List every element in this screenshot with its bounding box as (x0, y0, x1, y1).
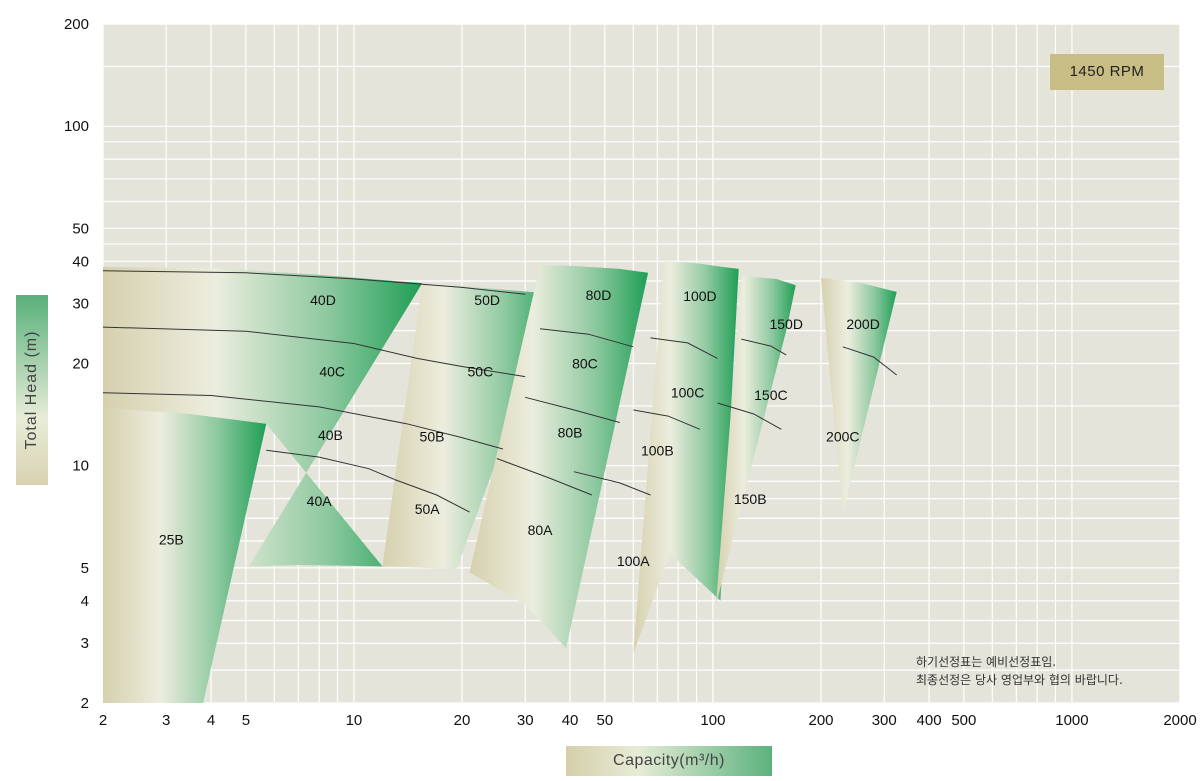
y-tick-label: 4 (81, 593, 89, 610)
zone-label-100B: 100B (641, 442, 674, 458)
boundary-curve-11 (650, 337, 718, 359)
region-50 (382, 283, 558, 570)
boundary-curve-2 (417, 357, 526, 378)
y-tick-label: 100 (64, 118, 89, 135)
boundary-curve-6 (394, 479, 470, 513)
boundary-curve-8 (525, 396, 620, 423)
zone-label-25B: 25B (159, 532, 184, 548)
y-tick-label: 40 (72, 253, 89, 270)
y-tick-label: 10 (72, 458, 89, 475)
boundary-curve-13 (741, 338, 787, 356)
x-tick-label: 300 (872, 712, 897, 729)
y-axis-title-box: Total Head (m) (10, 295, 50, 485)
zone-label-80A: 80A (528, 522, 554, 538)
zone-label-100C: 100C (671, 384, 704, 400)
boundary-curve-14 (717, 402, 782, 430)
boundary-curve-7 (540, 328, 634, 348)
boundary-curve-1 (102, 326, 418, 359)
zone-label-100A: 100A (617, 553, 650, 569)
boundary-curve-12 (633, 409, 701, 430)
y-tick-label: 2 (81, 695, 89, 712)
boundary-curve-4 (406, 423, 504, 450)
x-axis-title: Capacity(m³/h) (566, 746, 772, 776)
y-axis-ticks: 2 3 4 5 10 20 30 40 50 100 200 (64, 16, 89, 712)
zone-label-40D: 40D (310, 292, 336, 308)
boundary-curve-0 (102, 270, 526, 295)
zone-label-100D: 100D (683, 288, 716, 304)
boundary-curve-10 (573, 471, 651, 496)
note-line-2: 최종선정은 당사 영업부와 협의 바랍니다. (916, 673, 1123, 687)
x-tick-label: 30 (517, 712, 534, 729)
zone-label-50D: 50D (474, 292, 500, 308)
zone-label-150B: 150B (734, 491, 767, 507)
zone-label-50C: 50C (468, 363, 494, 379)
region-200 (821, 277, 897, 515)
zone-label-40A: 40A (307, 493, 333, 509)
impeller-boundaries (102, 270, 898, 513)
y-tick-label: 50 (72, 220, 89, 237)
x-tick-label: 2 (99, 712, 107, 729)
region-25B (103, 407, 267, 703)
y-tick-label: 30 (72, 296, 89, 313)
zone-label-40B: 40B (318, 427, 343, 443)
zone-label-80D: 80D (586, 287, 612, 303)
zone-label-50B: 50B (420, 428, 445, 444)
note-line-1: 하기선정표는 예비선정표임. (916, 655, 1057, 669)
y-tick-label: 5 (81, 560, 89, 577)
boundary-curve-3 (102, 392, 407, 425)
zone-label-150D: 150D (769, 316, 802, 332)
zone-label-80B: 80B (558, 425, 583, 441)
zone-label-200C: 200C (826, 428, 859, 444)
zone-label-50A: 50A (415, 501, 441, 517)
x-tick-label: 10 (346, 712, 363, 729)
x-tick-label: 50 (597, 712, 614, 729)
x-tick-label: 2000 (1163, 712, 1196, 729)
region-100 (633, 261, 739, 654)
x-tick-label: 400 (917, 712, 942, 729)
boundary-curve-15 (842, 346, 898, 376)
region-80 (469, 265, 649, 649)
region-150 (716, 276, 796, 605)
boundary-curve-9 (496, 458, 593, 496)
x-tick-label: 4 (207, 712, 215, 729)
selection-note: 하기선정표는 예비선정표임. 최종선정은 당사 영업부와 협의 바랍니다. (916, 653, 1123, 689)
zone-label-40C: 40C (319, 363, 345, 379)
x-tick-label: 20 (454, 712, 471, 729)
zone-label-80C: 80C (572, 356, 598, 372)
y-axis-title: Total Head (m) (16, 295, 48, 485)
zone-labels: 25B 40D 40C 40B 40A 50D 50C 50B 50A 80D 80C 80B 80A 1… (159, 287, 880, 569)
rpm-badge: 1450 RPM (1050, 54, 1164, 90)
zone-label-200D: 200D (846, 316, 879, 332)
x-tick-label: 500 (951, 712, 976, 729)
x-axis-ticks: 2 3 4 5 10 20 30 40 50 100 200 300 400 500 1000 2000 (99, 712, 1197, 729)
x-tick-label: 5 (242, 712, 250, 729)
y-tick-label: 20 (72, 356, 89, 373)
x-tick-label: 40 (562, 712, 579, 729)
zone-label-150C: 150C (754, 387, 787, 403)
x-tick-label: 200 (808, 712, 833, 729)
boundary-curve-5 (266, 449, 395, 481)
y-tick-label: 3 (81, 635, 89, 652)
x-tick-label: 100 (700, 712, 725, 729)
y-tick-label: 200 (64, 16, 89, 33)
x-tick-label: 1000 (1055, 712, 1088, 729)
x-tick-label: 3 (162, 712, 170, 729)
